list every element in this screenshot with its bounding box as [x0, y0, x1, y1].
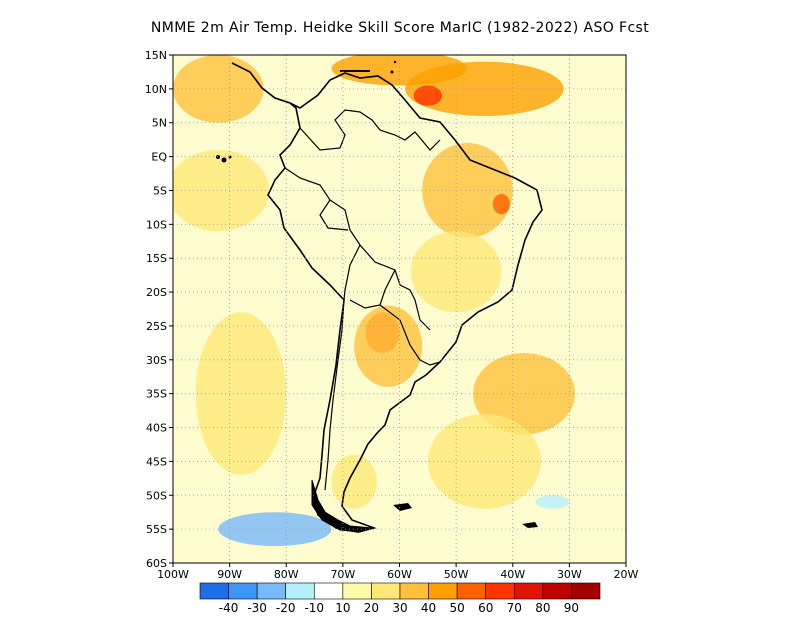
skill-region: [492, 193, 510, 215]
skill-region: [331, 454, 377, 509]
skill-region: [173, 55, 264, 123]
lon-tick-label: 70W: [330, 568, 355, 581]
skill-region: [331, 55, 468, 86]
tierra-del-fuego: [311, 479, 373, 533]
colorbar-swatch: [513, 582, 544, 600]
lon-tick-label: 30W: [557, 568, 582, 581]
colorbar-swatch: [342, 582, 372, 600]
lat-tick-label: 50S: [146, 489, 167, 502]
lat-tick-label: 45S: [146, 455, 167, 468]
lat-tick-label: 15N: [145, 49, 167, 62]
map-title: NMME 2m Air Temp. Heidke Skill Score Mar…: [150, 20, 650, 36]
gridlines: [173, 55, 626, 563]
lat-tick-label: 10S: [146, 218, 167, 231]
colorbar-label: -40: [219, 601, 239, 615]
colorbar-label: 30: [392, 601, 407, 615]
plot-area: [173, 55, 626, 563]
south-america-coastline: [216, 60, 543, 533]
colorbar-swatch: [313, 582, 344, 600]
colorbar-label: 60: [478, 601, 493, 615]
colorbar: -40 -30 -20 -10 10 20 30 40 50 60 70 80 90: [199, 582, 601, 615]
skill-region: [195, 312, 287, 475]
colorbar-label: -30: [247, 601, 267, 615]
lat-tick-label: 35S: [146, 388, 167, 401]
colorbar-swatch: [542, 582, 572, 600]
colorbar-swatch: [228, 582, 258, 600]
lat-tick-label: 30S: [146, 354, 167, 367]
lon-tick-label: 80W: [274, 568, 299, 581]
country-borders: [284, 109, 441, 491]
colorbar-swatch: [399, 582, 429, 600]
falkland-islands: [393, 503, 412, 511]
lat-tick-label: 40S: [146, 422, 167, 435]
colorbar-label: 10: [335, 601, 350, 615]
colorbar-label: 90: [564, 601, 579, 615]
continent-outline: [231, 62, 543, 533]
lat-tick-label: 60S: [146, 557, 167, 570]
colorbar-swatch: [571, 582, 601, 600]
lat-tick-label: 20S: [146, 286, 167, 299]
latitude-axis: 15N 10N 5N EQ 5S 10S 15S 20S 25S 30S 35S 40S 45S 50S 5…: [145, 49, 173, 570]
colorbar-swatch: [371, 582, 401, 600]
lon-tick-label: 50W: [444, 568, 469, 581]
lat-tick-label: EQ: [151, 151, 167, 164]
colorbar-swatch: [428, 582, 458, 600]
colorbar-label: 50: [450, 601, 465, 615]
colorbar-swatch: [199, 582, 229, 600]
lat-tick-label: 55S: [146, 523, 167, 536]
lat-tick-label: 5N: [152, 117, 167, 130]
colorbar-label: 20: [364, 601, 379, 615]
colorbar-label: 80: [535, 601, 550, 615]
colorbar-swatch: [285, 582, 315, 600]
colorbar-swatch: [485, 582, 515, 600]
lon-tick-label: 40W: [500, 568, 525, 581]
skill-region: [218, 512, 332, 547]
longitude-axis: 100W 90W 80W 70W 60W 50W 40W 30W 20W: [157, 563, 639, 581]
lat-tick-label: 25S: [146, 320, 167, 333]
caribbean-islands: [340, 60, 397, 74]
colorbar-label: 40: [421, 601, 436, 615]
colorbar-swatch: [456, 582, 487, 600]
skill-region: [427, 413, 542, 509]
lat-tick-label: 15S: [146, 252, 167, 265]
skill-region: [413, 85, 442, 106]
lon-tick-label: 90W: [217, 568, 242, 581]
lon-tick-label: 100W: [157, 568, 189, 581]
skill-region: [354, 305, 423, 387]
colorbar-label: -20: [276, 601, 296, 615]
lon-tick-label: 60W: [387, 568, 412, 581]
lon-tick-label: 20W: [614, 568, 639, 581]
skill-region: [422, 143, 513, 238]
colorbar-label: -10: [304, 601, 324, 615]
colorbar-swatch: [256, 582, 287, 600]
skill-region: [473, 353, 576, 435]
lat-tick-label: 5S: [153, 184, 167, 197]
lat-tick-label: 10N: [145, 83, 167, 96]
skill-region: [535, 495, 570, 509]
south-georgia: [522, 522, 538, 528]
colorbar-label: 70: [507, 601, 522, 615]
